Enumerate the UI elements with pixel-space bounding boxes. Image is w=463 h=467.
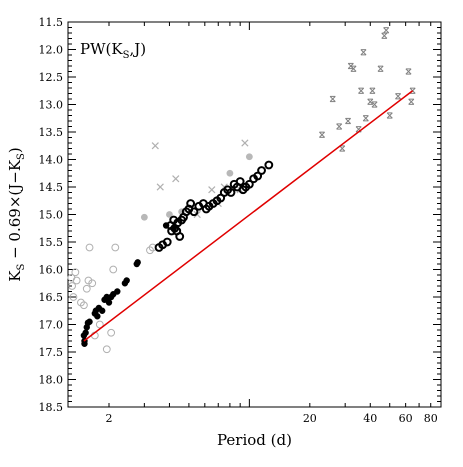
data-point-open-black bbox=[264, 160, 274, 170]
data-point-open-black bbox=[244, 179, 254, 189]
data-point-starcross-gray bbox=[395, 93, 402, 100]
data-point-open-black bbox=[253, 171, 263, 181]
y-tick-label: 15.0 bbox=[39, 209, 64, 222]
data-point-open-black bbox=[226, 188, 236, 197]
y-tick-label: 17.0 bbox=[39, 319, 64, 332]
data-point-open-black bbox=[162, 237, 172, 247]
data-point-open-black bbox=[257, 166, 266, 175]
data-point-open-gray bbox=[111, 243, 120, 252]
panel-annotation: PW(KS,J) bbox=[80, 40, 146, 61]
data-point-open-gray bbox=[71, 268, 80, 277]
data-point-filled-black bbox=[86, 318, 93, 325]
y-tick-label: 17.5 bbox=[39, 346, 64, 359]
data-point-open-gray bbox=[72, 276, 81, 285]
y-tick-label: 12.5 bbox=[39, 71, 64, 84]
y-tick-label: 11.5 bbox=[39, 16, 64, 29]
data-point-filled-black bbox=[82, 329, 89, 336]
data-point-open-gray bbox=[109, 265, 118, 274]
data-point-filled-black bbox=[105, 299, 113, 306]
x-tick-label: 80 bbox=[424, 412, 438, 425]
y-tick-label: 14.5 bbox=[39, 181, 64, 194]
data-point-starcross-gray bbox=[319, 131, 325, 138]
data-point-filled-gray bbox=[245, 153, 253, 161]
data-point-open-gray bbox=[102, 345, 111, 354]
y-tick-label: 15.5 bbox=[39, 236, 64, 249]
data-point-open-gray bbox=[68, 282, 76, 290]
data-point-open-black bbox=[235, 177, 245, 186]
data-point-filled-black bbox=[123, 277, 130, 284]
data-point-starcross-gray bbox=[381, 32, 388, 39]
data-point-open-black bbox=[175, 232, 185, 241]
data-point-open-gray bbox=[82, 284, 91, 293]
data-point-open-gray bbox=[107, 328, 116, 337]
x-tick-label: 20 bbox=[303, 412, 317, 425]
y-tick-label: 12.0 bbox=[39, 44, 64, 57]
plot-frame bbox=[67, 21, 442, 408]
data-point-starcross-gray bbox=[339, 145, 346, 152]
data-point-starcross-gray bbox=[369, 87, 376, 94]
data-point-starcross-gray bbox=[408, 98, 415, 105]
x-tick-label: 60 bbox=[399, 412, 413, 425]
data-point-open-black bbox=[186, 199, 196, 208]
data-point-filled-black bbox=[98, 307, 106, 314]
data-point-starcross-gray bbox=[358, 87, 365, 94]
data-point-starcross-gray bbox=[405, 68, 412, 75]
fit-line bbox=[83, 90, 414, 342]
data-point-cross-gray bbox=[151, 142, 159, 150]
data-point-starcross-gray bbox=[371, 101, 378, 108]
data-point-open-gray bbox=[95, 320, 104, 329]
data-point-starcross-gray bbox=[360, 49, 367, 56]
y-tick-label: 18.5 bbox=[39, 401, 64, 414]
data-point-filled-black bbox=[134, 259, 141, 266]
data-point-open-gray bbox=[85, 243, 94, 252]
data-point-cross-gray bbox=[172, 175, 180, 183]
data-point-starcross-gray bbox=[377, 65, 384, 72]
data-point-filled-gray bbox=[166, 211, 173, 218]
data-point-open-gray bbox=[80, 301, 88, 310]
y-tick-label: 16.5 bbox=[39, 291, 64, 304]
data-point-filled-gray bbox=[226, 169, 234, 177]
data-point-open-black bbox=[189, 207, 199, 217]
data-point-starcross-gray bbox=[386, 112, 393, 119]
data-point-cross-gray bbox=[156, 183, 164, 191]
data-point-starcross-gray bbox=[362, 115, 369, 122]
data-point-starcross-gray bbox=[350, 65, 357, 72]
data-point-open-gray bbox=[88, 279, 97, 288]
data-point-cross-gray bbox=[208, 186, 216, 194]
x-tick-label: 40 bbox=[363, 412, 377, 425]
data-point-filled-gray bbox=[140, 213, 148, 221]
x-tick-label: 2 bbox=[105, 412, 112, 425]
data-point-filled-black bbox=[94, 313, 101, 320]
y-tick-label: 16.0 bbox=[39, 264, 64, 277]
data-point-starcross-gray bbox=[367, 98, 374, 105]
y-tick-label: 13.5 bbox=[39, 126, 64, 139]
data-point-cross-gray bbox=[241, 139, 249, 147]
data-point-open-gray bbox=[146, 246, 154, 255]
y-tick-label: 13.0 bbox=[39, 99, 64, 112]
data-point-starcross-gray bbox=[383, 27, 390, 34]
data-point-starcross-gray bbox=[345, 117, 351, 125]
data-point-filled-black bbox=[114, 288, 121, 295]
y-axis-label: KS − 0.69×(J−KS) bbox=[6, 147, 27, 282]
y-tick-label: 14.0 bbox=[39, 154, 64, 167]
data-point-starcross-gray bbox=[336, 123, 343, 130]
data-point-starcross-gray bbox=[329, 95, 336, 103]
y-tick-label: 18.0 bbox=[39, 374, 64, 387]
data-point-open-gray bbox=[69, 293, 78, 301]
data-point-filled-black bbox=[81, 340, 88, 347]
x-axis-label: Period (d) bbox=[217, 431, 292, 449]
